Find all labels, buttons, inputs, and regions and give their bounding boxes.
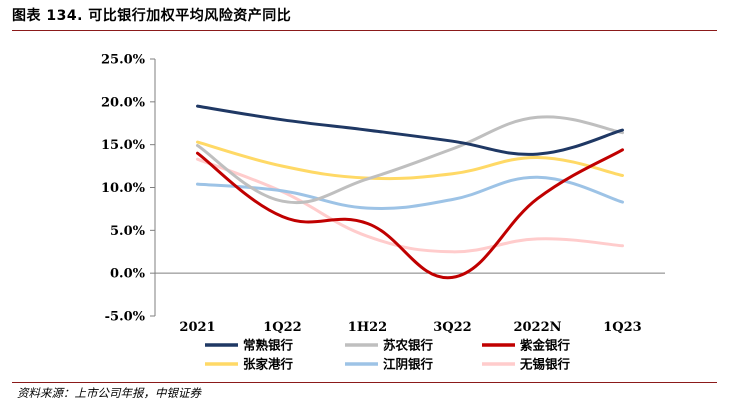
source-note: 资料来源：上市公司年报，中银证券 (17, 386, 201, 400)
data-point (196, 140, 199, 144)
series-line-2 (196, 115, 624, 204)
series-line-5 (196, 175, 624, 210)
legend-label: 江阴银行 (383, 357, 434, 372)
data-point (536, 156, 539, 159)
data-point (281, 200, 284, 203)
data-point (281, 189, 284, 193)
series-line-6 (196, 157, 624, 254)
legend-label: 苏农银行 (383, 338, 434, 353)
chart-axes: -5.0% 0.0% 5.0% 10.0% 15.0% 20.0% 25.0% 2021 1Q2… (101, 53, 665, 335)
data-point (366, 235, 369, 238)
figure-title: 图表 134. 可比银行加权平均风险资产同比 (12, 8, 292, 24)
data-point (196, 104, 199, 108)
data-point (536, 197, 539, 200)
y-tick-label: -5.0% (105, 310, 146, 325)
y-tick-label: 10.0% (101, 181, 146, 196)
series-line-1 (196, 104, 624, 156)
legend-label: 紫金银行 (520, 338, 571, 353)
legend-label: 无锡银行 (519, 357, 571, 372)
data-point (451, 172, 454, 175)
data-point (451, 147, 454, 151)
x-tick-label: 3Q22 (433, 320, 471, 335)
y-tick-label: 25.0% (101, 53, 146, 68)
data-point (536, 176, 539, 179)
data-point (196, 182, 199, 186)
line-chart: -5.0% 0.0% 5.0% 10.0% 15.0% 20.0% 25.0% 2021 1Q2… (101, 53, 665, 372)
x-tick-label: 1Q22 (263, 320, 301, 335)
data-point (366, 177, 369, 181)
y-tick-label: 20.0% (101, 95, 146, 110)
data-point (196, 158, 199, 161)
data-point (451, 140, 454, 143)
series-line-3 (196, 148, 624, 280)
data-point (536, 116, 539, 119)
legend-label: 张家港行 (243, 357, 294, 372)
y-tick-label: 5.0% (110, 224, 146, 239)
y-tick-label: 0.0% (110, 267, 146, 282)
data-point (621, 174, 624, 177)
data-point (281, 215, 284, 218)
data-point (621, 131, 624, 134)
x-tick-label: 1H22 (348, 320, 387, 335)
title-divider (12, 30, 717, 31)
data-point (536, 152, 539, 156)
legend-label: 常熟银行 (243, 338, 294, 353)
data-point (451, 250, 454, 253)
data-point (451, 198, 454, 201)
source-divider (12, 382, 717, 383)
x-tick-label: 2021 (179, 320, 215, 335)
data-point (536, 237, 539, 241)
data-point (621, 244, 624, 247)
data-point (196, 144, 199, 147)
data-point (196, 152, 199, 155)
data-point (281, 118, 284, 122)
data-point (281, 164, 284, 168)
data-point (366, 222, 369, 225)
x-tick-label: 1Q23 (603, 320, 641, 335)
series-line-4 (196, 140, 624, 181)
data-point (621, 200, 624, 204)
data-point (366, 128, 369, 132)
data-point (451, 276, 454, 279)
data-point (366, 206, 369, 210)
data-point (621, 148, 624, 152)
series-layer (196, 104, 624, 280)
x-tick-label: 2022N (513, 320, 561, 335)
data-point (621, 128, 624, 132)
y-tick-label: 15.0% (101, 138, 146, 153)
